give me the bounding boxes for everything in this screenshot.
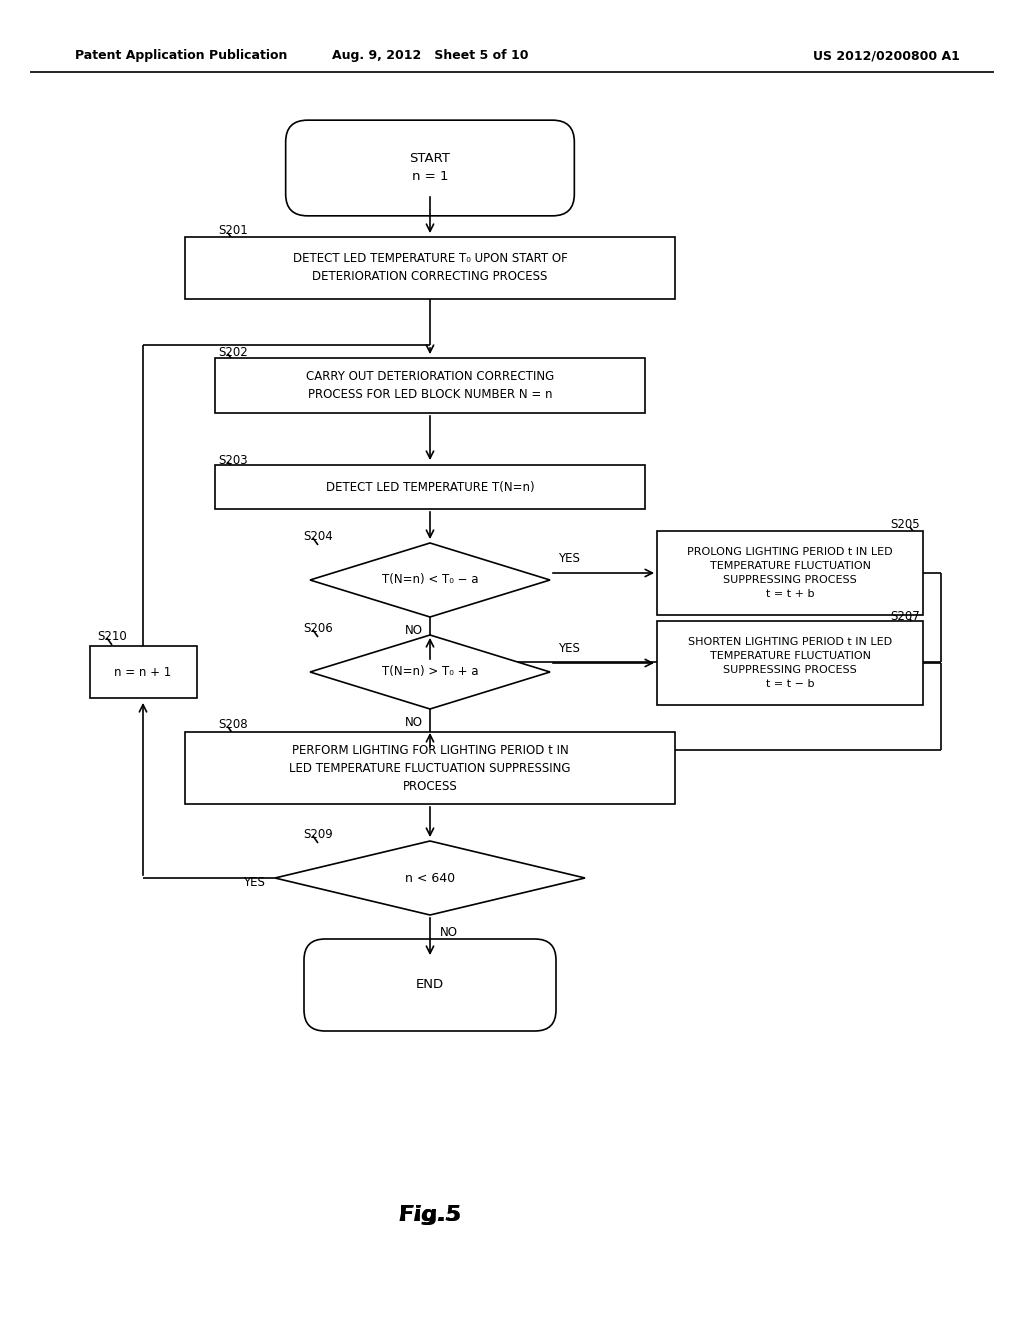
Text: T(N=n) > T₀ + a: T(N=n) > T₀ + a <box>382 665 478 678</box>
Text: START
n = 1: START n = 1 <box>410 153 451 183</box>
Bar <box>215 465 645 510</box>
Bar <box>185 733 675 804</box>
Text: S206: S206 <box>303 622 333 635</box>
FancyBboxPatch shape <box>286 120 574 216</box>
Bar <box>215 358 645 412</box>
Text: YES: YES <box>243 876 265 890</box>
Polygon shape <box>310 543 550 616</box>
Text: S204: S204 <box>303 529 333 543</box>
Text: NO: NO <box>440 925 458 939</box>
Text: NO: NO <box>406 623 423 636</box>
Text: S208: S208 <box>218 718 248 731</box>
Bar <box>185 238 675 300</box>
Text: S207: S207 <box>890 610 920 623</box>
Text: Patent Application Publication: Patent Application Publication <box>75 49 288 62</box>
Text: S203: S203 <box>218 454 248 466</box>
Text: US 2012/0200800 A1: US 2012/0200800 A1 <box>813 49 961 62</box>
FancyBboxPatch shape <box>304 939 556 1031</box>
Text: CARRY OUT DETERIORATION CORRECTING
PROCESS FOR LED BLOCK NUMBER N = n: CARRY OUT DETERIORATION CORRECTING PROCE… <box>306 370 554 400</box>
Text: n < 640: n < 640 <box>404 871 455 884</box>
Text: PROLONG LIGHTING PERIOD t IN LED
TEMPERATURE FLUCTUATION
SUPPRESSING PROCESS
t =: PROLONG LIGHTING PERIOD t IN LED TEMPERA… <box>687 546 893 599</box>
Text: S210: S210 <box>97 630 127 643</box>
Text: Aug. 9, 2012   Sheet 5 of 10: Aug. 9, 2012 Sheet 5 of 10 <box>332 49 528 62</box>
Text: T(N=n) < T₀ − a: T(N=n) < T₀ − a <box>382 573 478 586</box>
Text: S201: S201 <box>218 224 248 238</box>
Text: NO: NO <box>406 715 423 729</box>
Text: END: END <box>416 978 444 991</box>
Text: YES: YES <box>558 553 580 565</box>
Polygon shape <box>275 841 585 915</box>
Text: n = n + 1: n = n + 1 <box>115 665 172 678</box>
Text: PERFORM LIGHTING FOR LIGHTING PERIOD t IN
LED TEMPERATURE FLUCTUATION SUPPRESSIN: PERFORM LIGHTING FOR LIGHTING PERIOD t I… <box>289 743 570 792</box>
Text: DETECT LED TEMPERATURE T(N=n): DETECT LED TEMPERATURE T(N=n) <box>326 480 535 494</box>
Text: Fig.5: Fig.5 <box>398 1205 462 1225</box>
Text: DETECT LED TEMPERATURE T₀ UPON START OF
DETERIORATION CORRECTING PROCESS: DETECT LED TEMPERATURE T₀ UPON START OF … <box>293 252 567 284</box>
Bar <box>657 531 923 615</box>
Text: Fig.5: Fig.5 <box>398 1205 461 1225</box>
Bar <box>657 620 923 705</box>
Bar <box>89 645 197 698</box>
Polygon shape <box>310 635 550 709</box>
Text: S202: S202 <box>218 346 248 359</box>
Text: SHORTEN LIGHTING PERIOD t IN LED
TEMPERATURE FLUCTUATION
SUPPRESSING PROCESS
t =: SHORTEN LIGHTING PERIOD t IN LED TEMPERA… <box>688 638 892 689</box>
Text: S205: S205 <box>891 519 920 532</box>
Text: YES: YES <box>558 643 580 656</box>
Text: S209: S209 <box>303 828 333 841</box>
